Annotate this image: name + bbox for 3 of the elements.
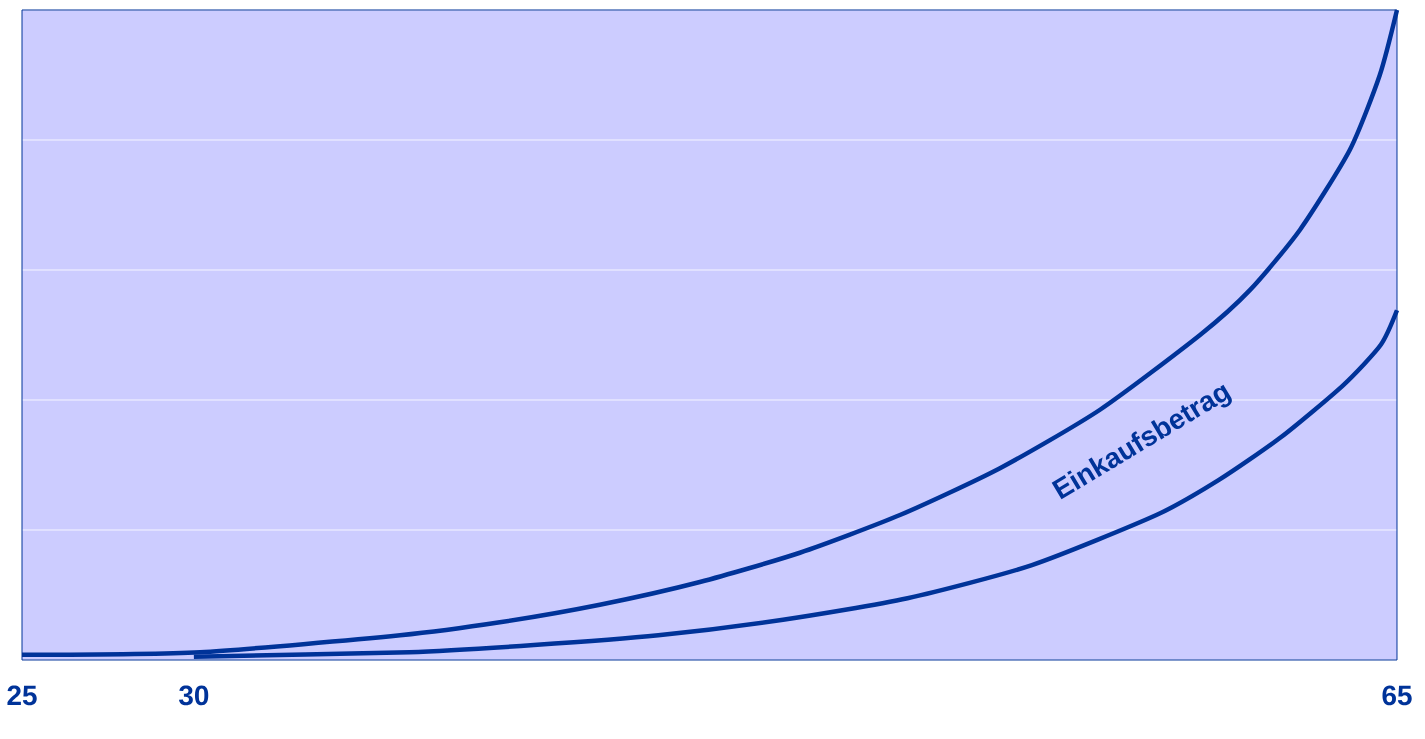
x-tick-label: 25 — [7, 685, 37, 706]
x-tick-label: 65 — [1382, 685, 1412, 706]
x-tick-label: 30 — [179, 685, 209, 706]
